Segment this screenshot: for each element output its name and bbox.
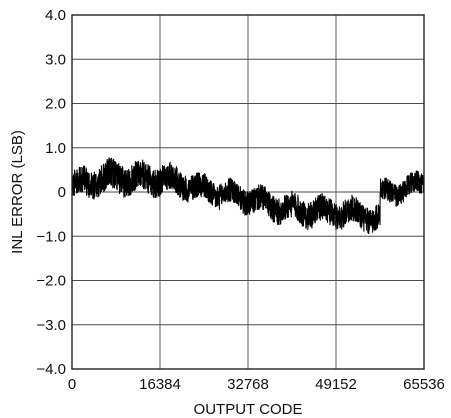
y-axis-label: INL ERROR (LSB): [9, 130, 26, 254]
y-tick-label: 2.0: [45, 96, 66, 113]
x-tick-label: 32768: [227, 376, 269, 393]
y-tick-label: −2.0: [36, 273, 66, 290]
x-tick-label: 65536: [403, 376, 445, 393]
plot-frame: [71, 14, 425, 370]
x-tick-label: 0: [68, 376, 76, 393]
y-tick-label: 1.0: [45, 140, 66, 157]
y-tick-label: 4.0: [45, 7, 66, 24]
y-tick-label: 3.0: [45, 51, 66, 68]
inl-series-line: [71, 157, 425, 235]
y-tick-label: −3.0: [36, 317, 66, 334]
x-axis-label: OUTPUT CODE: [194, 401, 303, 418]
y-tick-label: 0: [58, 184, 66, 201]
x-tick-label: 16384: [139, 376, 181, 393]
x-tick-label: 49152: [315, 376, 357, 393]
y-tick-labels: 4.0 3.0 2.0 1.0 0 −1.0 −2.0 −3.0 −4.0: [36, 7, 66, 378]
inl-trace-layer: [71, 157, 425, 235]
y-tick-label: −1.0: [36, 228, 66, 245]
y-tick-label: −4.0: [36, 361, 66, 378]
x-tick-labels: 0 16384 32768 49152 65536: [68, 376, 445, 393]
